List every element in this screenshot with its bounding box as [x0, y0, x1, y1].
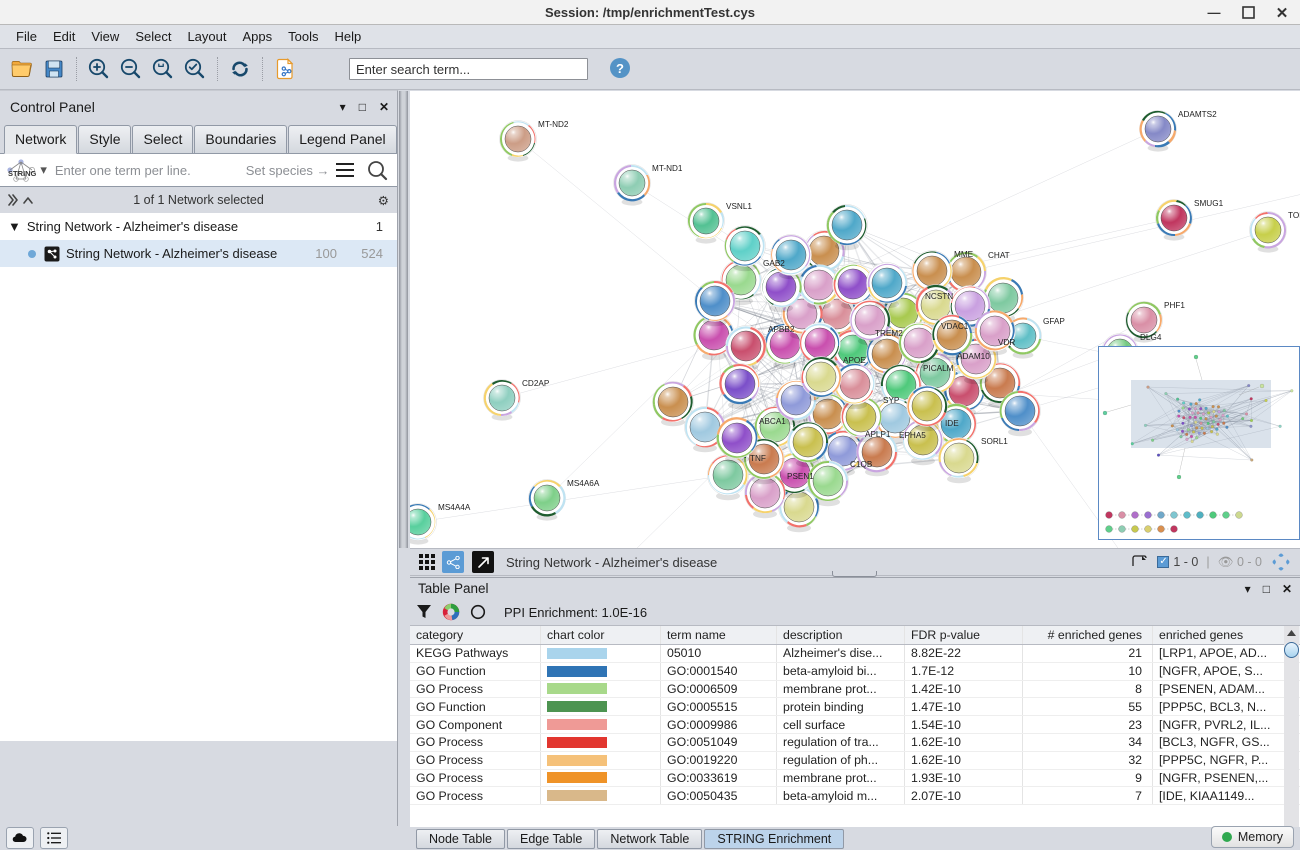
svg-text:SYP: SYP	[883, 396, 900, 405]
svg-text:GAB2: GAB2	[763, 259, 785, 268]
svg-text:DLG4: DLG4	[1140, 333, 1162, 342]
svg-text:GFAP: GFAP	[1043, 317, 1065, 326]
svg-text:MT-ND1: MT-ND1	[652, 164, 683, 173]
svg-text:?: ?	[616, 61, 624, 76]
svg-text:APLP1: APLP1	[865, 430, 891, 439]
svg-text:MS4A4A: MS4A4A	[438, 503, 471, 512]
svg-text:TNF: TNF	[750, 454, 766, 463]
svg-text:MME: MME	[954, 250, 974, 259]
svg-text:SORL1: SORL1	[981, 437, 1008, 446]
svg-text:IDE: IDE	[945, 419, 959, 428]
svg-text:ADAM10: ADAM10	[957, 352, 990, 361]
svg-text:PHF1: PHF1	[1164, 301, 1185, 310]
svg-text:APOE: APOE	[843, 356, 866, 365]
svg-text:MS4A6A: MS4A6A	[567, 479, 600, 488]
svg-text:SMUG1: SMUG1	[1194, 199, 1224, 208]
svg-text:CD2AP: CD2AP	[522, 379, 550, 388]
svg-text:ADAMTS2: ADAMTS2	[1178, 110, 1217, 119]
svg-text:PICALM: PICALM	[923, 364, 954, 373]
svg-text:TOMM40: TOMM40	[1288, 211, 1300, 220]
svg-text:VSNL1: VSNL1	[726, 202, 752, 211]
svg-text:CHAT: CHAT	[988, 251, 1010, 260]
svg-text:APBB2: APBB2	[768, 325, 795, 334]
svg-text:NCSTN: NCSTN	[925, 292, 953, 301]
svg-text:VDAC1: VDAC1	[941, 322, 969, 331]
svg-text:ABCA1: ABCA1	[759, 417, 786, 426]
svg-text:TREM2: TREM2	[875, 329, 903, 338]
svg-text:EPHA5: EPHA5	[899, 431, 926, 440]
svg-text:MT-ND2: MT-ND2	[538, 120, 569, 129]
svg-text:PSEN1: PSEN1	[787, 472, 814, 481]
svg-text:C1QB: C1QB	[850, 460, 873, 469]
svg-text:VDR: VDR	[998, 338, 1015, 347]
